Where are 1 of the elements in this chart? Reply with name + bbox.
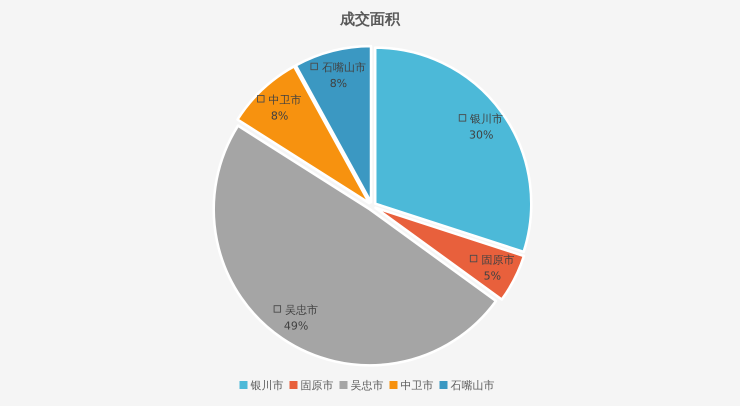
title: 成交面积: [340, 10, 400, 28]
